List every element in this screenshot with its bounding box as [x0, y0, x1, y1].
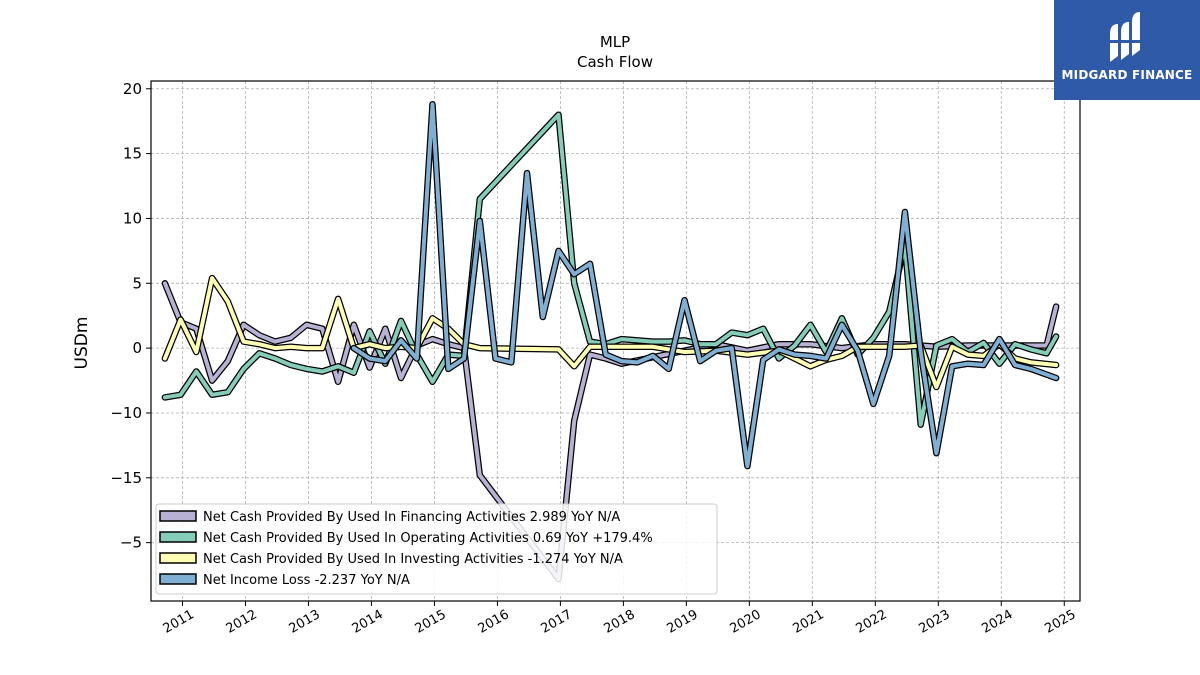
- x-tick-label: 2017: [539, 607, 575, 637]
- series-line-3: [162, 276, 1059, 389]
- x-tick-label: 2024: [979, 607, 1015, 637]
- x-tick-label: 2025: [1042, 607, 1078, 637]
- x-tick-label: 2012: [224, 607, 260, 637]
- x-tick-label: 2020: [728, 607, 764, 637]
- logo-mark-icon: [1108, 12, 1144, 62]
- y-axis-label: USDm: [72, 317, 92, 370]
- legend-swatch: [159, 531, 197, 543]
- x-tick-label: 2023: [916, 607, 952, 637]
- y-tick-label: 5: [132, 274, 142, 292]
- legend-label: Net Income Loss -2.237 YoY N/A: [203, 573, 410, 588]
- legend-swatch: [159, 510, 197, 522]
- series-line-2: [162, 112, 1059, 427]
- legend: Net Cash Provided By Used In Financing A…: [155, 503, 718, 595]
- x-tick-label: 2014: [350, 607, 386, 637]
- y-tick-label: 0: [132, 339, 142, 357]
- x-tick-label: 2015: [413, 607, 449, 637]
- x-tick-label: 2011: [161, 607, 197, 637]
- legend-swatch: [159, 552, 197, 564]
- y-tick-label: 20: [123, 80, 142, 98]
- legend-box: [155, 503, 718, 595]
- legend-label: Net Cash Provided By Used In Financing A…: [203, 510, 620, 525]
- y-tick-label: 10: [123, 209, 142, 227]
- logo-text: MIDGARD FINANCE: [1061, 68, 1193, 82]
- x-tick-label: 2016: [476, 607, 512, 637]
- legend-label: Net Cash Provided By Used In Operating A…: [203, 531, 653, 546]
- x-tick-label: 2022: [853, 607, 889, 637]
- y-tick-label: −15: [110, 469, 142, 487]
- x-tick-label: 2018: [602, 607, 638, 637]
- midgard-finance-logo: MIDGARD FINANCE: [1054, 0, 1200, 100]
- legend-swatch: [159, 573, 197, 585]
- chart-subtitle: Cash Flow: [577, 53, 653, 71]
- x-tick-label: 2019: [665, 607, 701, 637]
- axes-frame: [150, 80, 1081, 602]
- chart-title: MLP: [600, 33, 630, 51]
- series-lines: [161, 101, 1060, 583]
- y-tick-label: 15: [123, 145, 142, 163]
- y-tick-label: −5: [120, 534, 142, 552]
- series-line-4: [351, 102, 1059, 469]
- x-tick-label: 2021: [790, 607, 826, 637]
- x-tick-label: 2013: [287, 607, 323, 637]
- y-tick-label: −10: [110, 404, 142, 422]
- legend-label: Net Cash Provided By Used In Investing A…: [203, 552, 623, 567]
